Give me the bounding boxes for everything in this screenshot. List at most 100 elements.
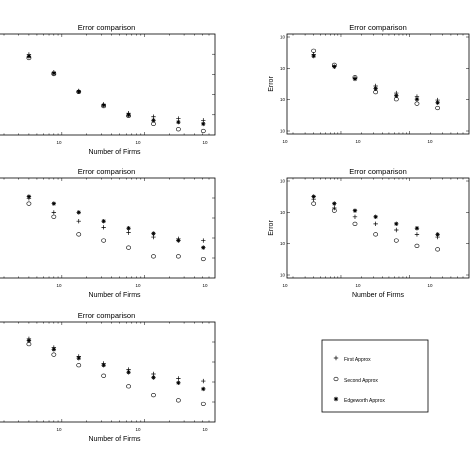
circle-stroke <box>76 232 82 237</box>
star-stroke <box>201 121 206 127</box>
star-stroke <box>414 97 420 102</box>
data-point-star <box>394 93 399 98</box>
data-point-circle <box>126 384 131 389</box>
data-point-circle <box>126 245 131 250</box>
data-point-circle <box>435 247 441 252</box>
data-point-star <box>352 76 358 82</box>
plot-frame <box>286 177 470 279</box>
plus-stroke <box>352 214 358 219</box>
data-point-star <box>126 370 131 375</box>
data-point-star <box>176 238 181 243</box>
star-stroke <box>352 76 358 82</box>
plus-stroke <box>414 232 420 237</box>
circle-stroke <box>414 101 420 106</box>
star-stroke <box>201 386 206 392</box>
data-point-circle <box>311 201 317 206</box>
circle-stroke <box>373 90 379 95</box>
data-point-circle <box>151 254 156 259</box>
circle-stroke <box>175 127 181 132</box>
data-point-circle <box>414 101 420 106</box>
series-star <box>26 54 206 127</box>
y-axis-label: Error <box>268 76 275 92</box>
data-point-star <box>435 232 440 237</box>
star-stroke <box>76 89 81 95</box>
star-stroke <box>332 64 337 69</box>
x-tick-label: 10 <box>56 283 62 288</box>
circle-stroke <box>126 384 131 389</box>
x-tick-label: 10 <box>202 427 208 432</box>
data-point-star <box>101 363 106 368</box>
x-tick-label: 10 <box>427 283 433 288</box>
legend-symbol-star <box>333 396 339 402</box>
series-circle <box>26 201 206 262</box>
y-tick-label: 10 <box>280 129 286 134</box>
data-point-star <box>76 89 81 95</box>
data-point-star <box>151 231 156 236</box>
data-point-plus <box>76 219 81 224</box>
data-point-circle <box>151 121 156 126</box>
y-tick-label: 10 <box>280 210 286 215</box>
y-tick-label: 10 <box>280 35 286 40</box>
circle-stroke <box>151 254 156 259</box>
legend-label-edgeworth: Edgeworth Approx <box>344 398 385 404</box>
circle-stroke <box>333 376 339 382</box>
star-stroke <box>151 375 156 380</box>
star-stroke <box>76 210 81 215</box>
x-tick-label: 10 <box>56 140 62 145</box>
star-stroke <box>151 231 156 236</box>
star-stroke <box>373 214 378 219</box>
panel-title: Error comparison <box>78 167 136 176</box>
data-point-star <box>414 97 420 102</box>
circle-stroke <box>393 97 399 102</box>
series-plus <box>26 336 206 384</box>
star-stroke <box>101 219 106 224</box>
plus-stroke <box>332 205 337 211</box>
chart-panel-3: Error comparison Number of Firms 10 10 10 <box>0 167 216 299</box>
data-point-circle <box>414 243 420 248</box>
data-point-circle <box>51 352 57 357</box>
data-point-circle <box>175 254 181 259</box>
data-point-star <box>51 70 57 76</box>
data-point-circle <box>352 221 358 226</box>
star-stroke <box>126 226 131 231</box>
data-point-circle <box>76 363 82 368</box>
circle-stroke <box>393 238 399 243</box>
data-point-star <box>332 64 337 69</box>
circle-stroke <box>175 254 181 259</box>
x-tick-label: 10 <box>355 283 361 288</box>
star-stroke <box>373 86 378 91</box>
star-stroke <box>26 338 32 343</box>
data-point-star <box>201 121 206 127</box>
plus-stroke <box>51 210 57 215</box>
data-point-circle <box>151 393 156 398</box>
x-axis-label: Number of Firms <box>88 149 141 156</box>
panel-title: Error comparison <box>78 311 136 320</box>
star-stroke <box>51 201 57 206</box>
data-point-star <box>414 226 420 231</box>
data-point-circle <box>373 232 379 237</box>
plot-frame <box>286 33 470 135</box>
legend-box <box>321 339 429 413</box>
data-point-circle <box>393 97 399 102</box>
data-point-star <box>76 355 81 361</box>
star-stroke <box>414 226 420 231</box>
data-point-plus <box>352 214 358 219</box>
series-star <box>26 194 206 250</box>
plus-stroke <box>176 376 181 381</box>
series-circle <box>311 201 441 252</box>
circle-stroke <box>26 201 32 206</box>
data-point-plus <box>394 227 399 233</box>
circle-stroke <box>414 243 420 248</box>
x-tick-label: 10 <box>355 139 361 144</box>
star-stroke <box>101 102 106 108</box>
circle-stroke <box>126 245 131 250</box>
panel-title: Error comparison <box>349 167 407 176</box>
legend-entry-second: Second Approx <box>333 376 378 384</box>
plot-frame <box>0 321 216 423</box>
series-star <box>311 194 440 237</box>
series-circle <box>311 48 441 111</box>
circle-stroke <box>435 247 441 252</box>
chart-panel-4: Error comparison Number of Firms Error 10 10… <box>268 167 470 299</box>
data-point-star <box>26 54 32 59</box>
star-stroke <box>76 355 81 361</box>
